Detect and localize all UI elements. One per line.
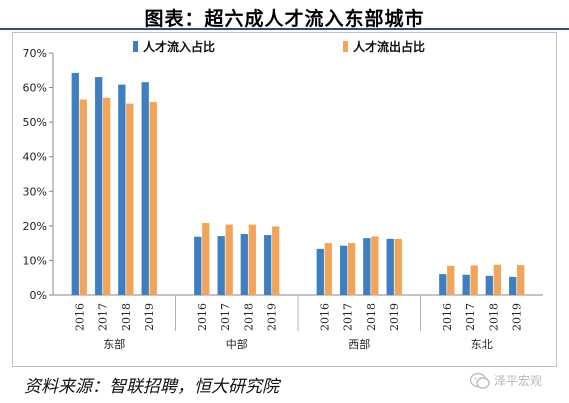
bar-outflow: [470, 265, 478, 296]
x-tick-label-year: 2016: [318, 303, 331, 331]
bar-outflow: [79, 99, 87, 296]
x-tick-label-year: 2016: [196, 303, 209, 331]
x-tick-label-year: 2017: [342, 303, 355, 331]
chart-title: 图表：超六成人才流入东部城市: [144, 8, 425, 30]
bar-outflow: [394, 238, 402, 296]
source-note: 资料来源：智联招聘，恒大研究院: [24, 377, 279, 397]
x-tick-label-year: 2019: [388, 303, 401, 331]
y-tick-label: 50%: [23, 116, 47, 129]
x-tick-label-year: 2019: [143, 303, 156, 331]
bar-inflow: [71, 72, 79, 296]
bar-inflow: [509, 276, 517, 296]
y-tick-label: 70%: [23, 47, 47, 60]
legend-label: 人才流出占比: [353, 39, 425, 54]
x-tick-label-year: 2018: [487, 303, 500, 331]
x-tick-label-year: 2019: [266, 303, 279, 331]
wechat-icon: [470, 372, 490, 389]
legend-swatch: [343, 41, 348, 52]
bar-outflow: [371, 236, 379, 296]
bar-outflow: [447, 265, 455, 296]
title-area: 图表：超六成人才流入东部城市: [0, 0, 569, 30]
bar-outflow: [248, 224, 257, 296]
bar-inflow: [194, 236, 202, 296]
legend-label: 人才流入占比: [143, 39, 215, 54]
x-tick-label-year: 2018: [120, 303, 133, 331]
x-group-label: 中部: [226, 337, 248, 351]
legend-swatch: [133, 41, 138, 52]
bar-chart: 0% 10% 20% 30% 40% 50% 60% 70% 人才流入占比 人才流出占比 2016 2…: [23, 39, 543, 351]
bar-inflow: [462, 274, 470, 296]
x-group-label: 东北: [471, 338, 493, 351]
y-tick-label: 30%: [23, 185, 47, 198]
bar-inflow: [363, 238, 371, 296]
bar-outflow: [347, 242, 356, 296]
x-group-label: 东部: [103, 337, 125, 351]
x-tick-label-year: 2019: [511, 303, 524, 331]
y-tick-label: 40%: [23, 151, 47, 164]
bar-inflow: [141, 82, 149, 296]
bar-inflow: [339, 245, 348, 296]
chart-frame: 0% 10% 20% 30% 40% 50% 60% 70% 人才流入占比 人才流出占比 2016 2…: [12, 32, 557, 367]
bar-outflow: [324, 242, 332, 296]
x-tick-label-year: 2016: [73, 303, 86, 331]
y-tick-label: 20%: [23, 220, 47, 233]
bar-outflow: [493, 264, 502, 296]
bar-inflow: [485, 275, 494, 296]
bar-inflow: [316, 248, 324, 296]
x-group-label: 西部: [348, 337, 370, 351]
x-tick-label-year: 2017: [97, 303, 110, 331]
watermark: 泽平宏观: [470, 370, 560, 392]
bar-inflow: [264, 235, 272, 296]
bar-outflow: [272, 226, 280, 296]
bar-outflow: [225, 224, 233, 296]
x-tick-label-year: 2018: [365, 303, 378, 331]
title-underline: [0, 28, 569, 30]
y-tick-label: 10%: [23, 254, 47, 267]
bar-inflow: [217, 236, 225, 296]
watermark-text: 泽平宏观: [494, 374, 543, 388]
bar-outflow: [517, 265, 525, 296]
bar-outflow: [202, 222, 210, 296]
x-tick-label-year: 2017: [219, 303, 232, 331]
x-tick-label-year: 2016: [441, 303, 454, 331]
bar-inflow: [386, 238, 394, 296]
bar-outflow: [126, 103, 134, 296]
bar-inflow: [94, 77, 103, 296]
bar-inflow: [118, 84, 126, 296]
bar-outflow: [149, 101, 157, 296]
x-tick-label-year: 2017: [464, 303, 477, 331]
x-tick-label-year: 2018: [242, 303, 255, 331]
y-tick-label: 0%: [30, 289, 47, 302]
bar-inflow: [439, 274, 447, 296]
bar-outflow: [102, 97, 111, 296]
y-tick-label: 60%: [23, 82, 47, 95]
bar-inflow: [240, 234, 249, 296]
